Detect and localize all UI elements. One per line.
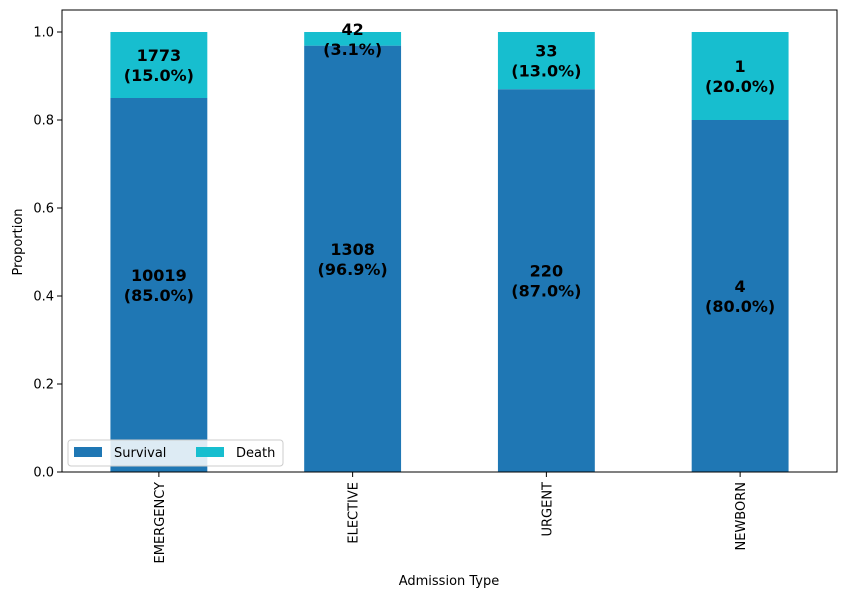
bar-death-newborn bbox=[691, 32, 789, 120]
y-tick-label: 0.6 bbox=[33, 202, 54, 217]
bar-label-death-urgent: 33 (13.0%) bbox=[511, 42, 581, 81]
x-tick-label-urgent: URGENT bbox=[540, 482, 555, 537]
bar-label-survival-elective: 1308 (96.9%) bbox=[318, 240, 388, 279]
legend-swatch-survival bbox=[74, 447, 102, 457]
bar-label-death-elective: 42 (3.1%) bbox=[323, 20, 382, 59]
x-axis-title: Admission Type bbox=[399, 574, 500, 589]
legend-label-death: Death bbox=[236, 446, 275, 461]
bar-label-survival-newborn: 4 (80.0%) bbox=[705, 277, 775, 316]
bar-labels-layer: 10019 (85.0%) 1773 (15.0%) 1308 (96.9%) 42 (3.1… bbox=[124, 20, 775, 316]
bar-death-emergency bbox=[110, 32, 208, 98]
x-tick-label-elective: ELECTIVE bbox=[347, 482, 362, 544]
y-tick-label: 0.8 bbox=[33, 114, 54, 129]
bar-death-urgent bbox=[497, 32, 595, 90]
legend-frame bbox=[67, 439, 284, 467]
y-tick-label: 0.4 bbox=[33, 290, 54, 305]
bar-label-death-newborn: 1 (20.0%) bbox=[705, 57, 775, 96]
y-tick-label: 0.0 bbox=[33, 466, 54, 481]
x-tick-label-newborn: NEWBORN bbox=[734, 482, 749, 550]
bar-survival-newborn bbox=[691, 120, 789, 472]
plot-area-frame bbox=[61, 9, 838, 473]
bar-survival-urgent bbox=[497, 89, 595, 472]
bar-label-death-emergency: 1773 (15.0%) bbox=[124, 46, 194, 85]
bar-survival-emergency bbox=[110, 98, 208, 472]
ticks-layer: EMERGENCY ELECTIVE URGENT NEWBORN 0.0 0.2 0.4 0… bbox=[33, 26, 749, 564]
bars-layer bbox=[110, 32, 789, 472]
legend: Survival Death bbox=[67, 439, 284, 467]
legend-label-survival: Survival bbox=[114, 446, 166, 461]
y-tick-label: 1.0 bbox=[33, 26, 54, 41]
bar-death-elective bbox=[304, 32, 402, 46]
bar-label-survival-urgent: 220 (87.0%) bbox=[511, 262, 581, 301]
y-tick-label: 0.2 bbox=[33, 378, 54, 393]
x-tick-label-emergency: EMERGENCY bbox=[153, 482, 168, 564]
bar-survival-elective bbox=[304, 45, 402, 472]
legend-swatch-death bbox=[196, 447, 224, 457]
y-axis-title: Proportion bbox=[11, 208, 26, 275]
bar-label-survival-emergency: 10019 (85.0%) bbox=[124, 266, 194, 305]
